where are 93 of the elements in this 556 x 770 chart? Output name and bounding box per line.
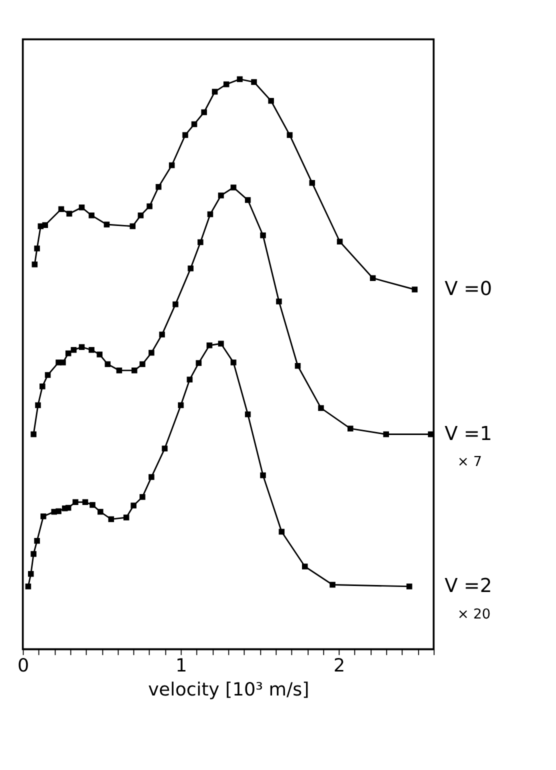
point [130,502,136,508]
series-label: V =1 [444,422,492,445]
point [230,184,236,190]
series-label: V =2 [444,574,492,597]
point [268,98,274,104]
point [40,384,46,390]
x-tick-label: 0 [17,656,30,677]
point [34,538,40,544]
series-label: V =0 [444,276,492,300]
point [148,474,154,480]
point [412,286,418,292]
point [244,197,251,203]
point [383,431,389,438]
point [66,210,72,217]
point [78,204,85,210]
point [104,361,111,368]
point [70,347,77,353]
point [88,212,94,218]
text: × 20 [457,606,491,622]
point [146,203,152,210]
point [32,262,38,268]
point [98,508,104,515]
x-tick-label: 2 [333,656,346,677]
point [130,223,136,230]
point [156,184,162,190]
point [72,499,78,505]
point [172,301,178,308]
point [56,508,62,514]
point [140,361,146,368]
point [182,132,188,138]
point [206,342,212,348]
point [318,405,324,411]
point [178,402,184,408]
point [108,516,114,522]
point [138,212,144,218]
point [294,362,301,369]
point [162,446,168,452]
point [82,499,88,505]
point [191,121,198,128]
point [131,368,138,374]
point [207,211,214,218]
point [159,332,165,338]
point [30,431,36,438]
point [370,275,376,281]
point [123,514,130,520]
point [330,582,336,588]
point [186,376,193,382]
point [276,298,282,304]
point [260,232,266,238]
point [90,502,96,508]
point [201,109,207,116]
point [30,551,36,557]
point [65,350,72,356]
point [34,246,40,252]
point [140,494,146,500]
point [406,584,412,590]
point [44,372,51,378]
point [244,411,251,418]
point [78,344,85,350]
x-axis-title: velocity [10³ m/s] [148,679,310,700]
point [236,76,243,82]
point [58,206,64,212]
point [42,222,48,228]
point [116,368,122,374]
point [218,192,224,198]
point [302,564,308,570]
point [35,402,41,408]
point [196,360,202,366]
x-tick-label: 1 [175,656,188,677]
point [223,81,230,88]
point [251,79,257,85]
point [278,528,285,535]
point [260,472,266,478]
point [168,162,175,168]
point [336,238,343,245]
point [148,350,154,356]
point [348,426,354,432]
point [218,340,224,347]
point [198,239,204,246]
point [25,584,32,590]
point [28,571,34,577]
point [230,360,236,366]
point [65,504,72,511]
point [96,352,103,358]
point [88,347,94,353]
point [188,266,194,272]
point [212,88,218,95]
point [40,513,46,520]
point [309,180,316,186]
point [60,360,66,366]
point [104,222,110,228]
text: × 7 [457,454,482,470]
point [286,132,293,138]
